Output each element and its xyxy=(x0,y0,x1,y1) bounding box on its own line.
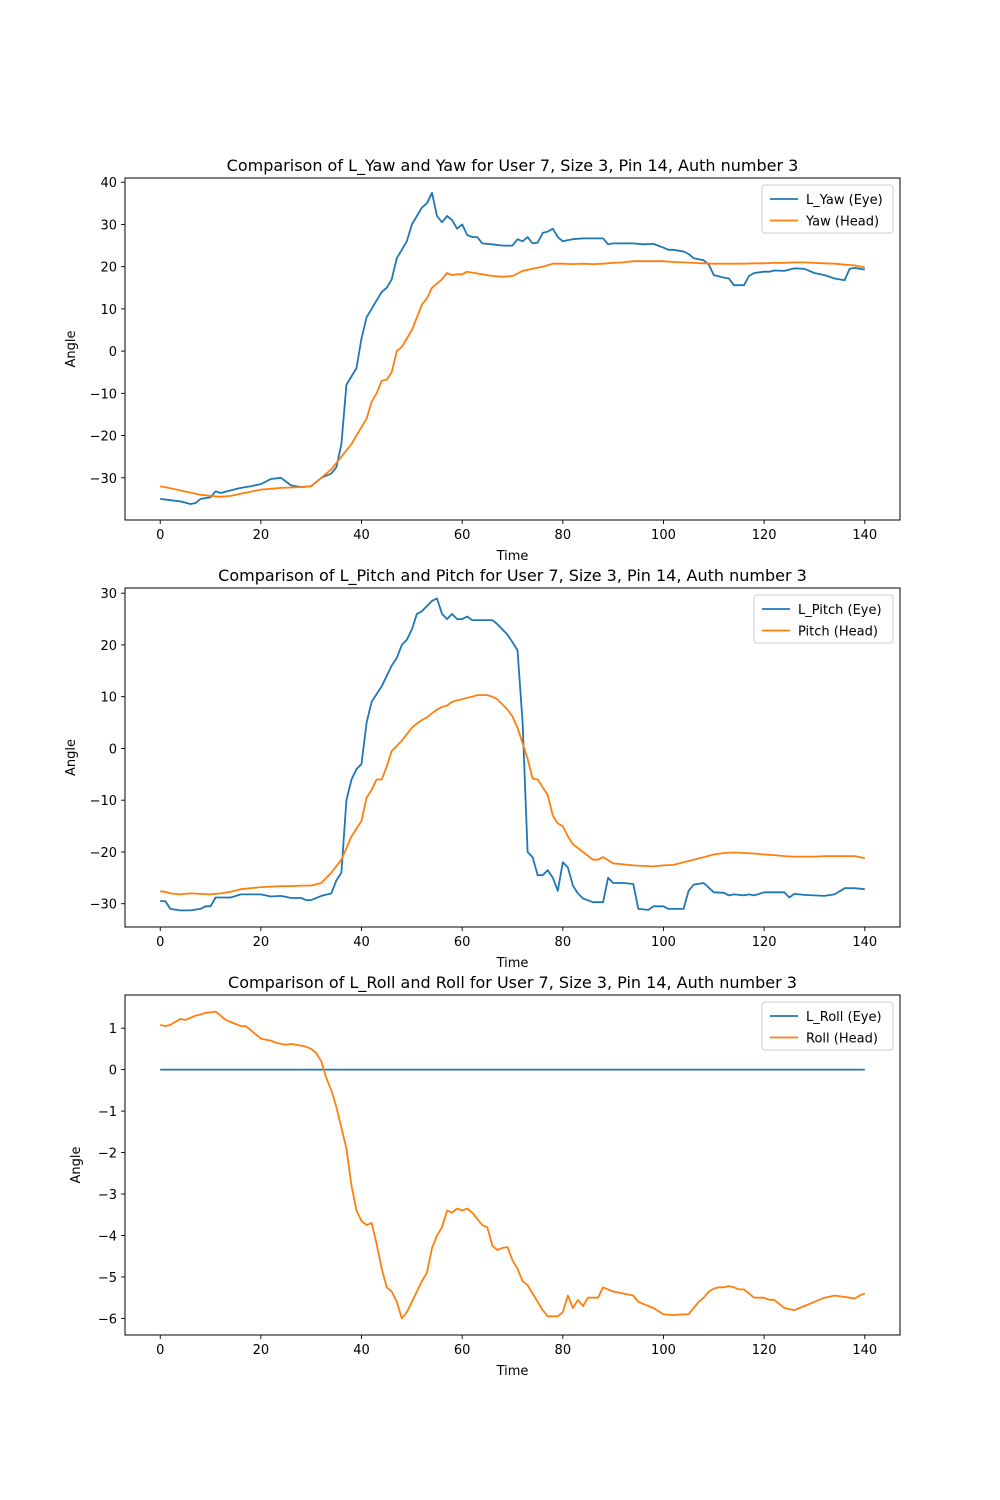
series-line-head xyxy=(160,260,865,498)
x-tick-label: 120 xyxy=(752,935,777,950)
x-tick-label: 0 xyxy=(156,1343,164,1358)
x-axis-label: Time xyxy=(496,1364,529,1379)
y-tick-label: 1 xyxy=(109,1022,117,1037)
y-tick-label: 20 xyxy=(100,261,117,276)
legend-label: Yaw (Head) xyxy=(805,215,879,230)
plot-frame xyxy=(124,587,901,928)
x-tick-label: 0 xyxy=(156,935,164,950)
y-tick-label: −4 xyxy=(98,1229,117,1244)
legend-label: L_Pitch (Eye) xyxy=(798,603,882,618)
chart-title: Comparison of L_Roll and Roll for User 7… xyxy=(228,973,797,993)
x-tick-label: 140 xyxy=(852,528,877,543)
y-axis-label: Angle xyxy=(64,739,79,776)
y-tick-label: 30 xyxy=(100,218,117,233)
x-tick-label: 60 xyxy=(454,528,471,543)
y-tick-label: −6 xyxy=(98,1312,117,1327)
x-tick-label: 80 xyxy=(555,1343,572,1358)
y-tick-label: −30 xyxy=(90,472,117,487)
x-tick-label: 20 xyxy=(253,935,270,950)
chart-title: Comparison of L_Yaw and Yaw for User 7, … xyxy=(227,156,799,176)
y-tick-label: 0 xyxy=(109,1064,117,1079)
x-tick-label: 20 xyxy=(253,528,270,543)
x-axis-label: Time xyxy=(496,956,529,971)
y-tick-label: −5 xyxy=(98,1271,117,1286)
legend-label: Pitch (Head) xyxy=(798,625,878,640)
series-line-head xyxy=(160,694,865,896)
y-axis-label: Angle xyxy=(69,1147,84,1184)
chart-title: Comparison of L_Pitch and Pitch for User… xyxy=(218,566,807,586)
series-line-eye xyxy=(160,597,865,912)
series-line-eye xyxy=(160,191,865,505)
x-tick-label: 100 xyxy=(651,1343,676,1358)
legend-label: L_Yaw (Eye) xyxy=(806,193,883,208)
x-tick-label: 140 xyxy=(852,935,877,950)
chart-0: Comparison of L_Yaw and Yaw for User 7, … xyxy=(64,156,901,564)
y-tick-label: −10 xyxy=(90,794,117,809)
x-tick-label: 20 xyxy=(253,1343,270,1358)
y-tick-label: 10 xyxy=(100,691,117,706)
y-tick-label: −2 xyxy=(98,1147,117,1162)
legend-label: Roll (Head) xyxy=(806,1032,878,1047)
x-tick-label: 120 xyxy=(752,1343,777,1358)
x-tick-label: 80 xyxy=(555,528,572,543)
y-tick-label: −10 xyxy=(90,387,117,402)
x-tick-label: 60 xyxy=(454,1343,471,1358)
y-tick-label: −30 xyxy=(90,898,117,913)
y-tick-label: 0 xyxy=(109,742,117,757)
x-tick-label: 80 xyxy=(555,935,572,950)
x-tick-label: 40 xyxy=(353,1343,370,1358)
y-tick-label: −3 xyxy=(98,1188,117,1203)
y-axis-label: Angle xyxy=(64,331,79,368)
y-tick-label: −20 xyxy=(90,430,117,445)
y-tick-label: −20 xyxy=(90,846,117,861)
x-tick-label: 0 xyxy=(156,528,164,543)
series-line-head xyxy=(159,1010,866,1320)
chart-2: Comparison of L_Roll and Roll for User 7… xyxy=(69,973,901,1379)
x-tick-label: 120 xyxy=(752,528,777,543)
plot-frame xyxy=(124,177,901,521)
x-axis-label: Time xyxy=(496,549,529,564)
y-tick-label: −1 xyxy=(98,1105,117,1120)
y-tick-label: 20 xyxy=(100,639,117,654)
legend-label: L_Roll (Eye) xyxy=(806,1010,882,1025)
y-tick-label: 30 xyxy=(100,587,117,602)
x-tick-label: 40 xyxy=(353,528,370,543)
plot-frame xyxy=(124,994,901,1336)
y-tick-label: 10 xyxy=(100,303,117,318)
x-tick-label: 40 xyxy=(353,935,370,950)
x-tick-label: 60 xyxy=(454,935,471,950)
x-tick-label: 100 xyxy=(651,935,676,950)
y-tick-label: 40 xyxy=(100,176,117,191)
y-tick-label: 0 xyxy=(109,345,117,360)
x-tick-label: 100 xyxy=(651,528,676,543)
chart-1: Comparison of L_Pitch and Pitch for User… xyxy=(64,566,901,971)
x-tick-label: 140 xyxy=(852,1343,877,1358)
